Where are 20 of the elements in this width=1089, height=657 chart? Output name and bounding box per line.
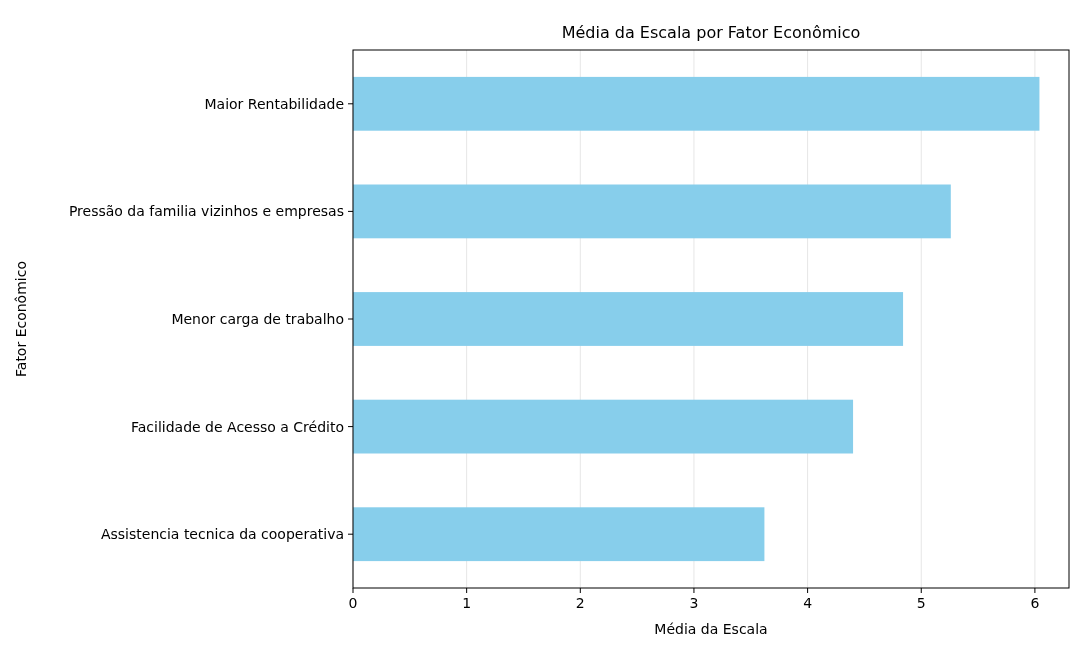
chart-title: Média da Escala por Fator Econômico [561,23,861,42]
x-tick-label: 6 [1030,595,1040,611]
x-tick-label: 4 [803,595,813,611]
y-axis-title: Fator Econômico [13,261,29,377]
y-tick-label: Menor carga de trabalho [171,310,344,327]
bar [353,184,951,239]
y-tick-label: Facilidade de Acesso a Crédito [130,418,344,435]
bar [353,507,765,562]
bar [353,292,904,346]
x-axis-title: Média da Escala [654,621,768,637]
y-tick-label: Pressão da familia vizinhos e empresas [68,203,344,220]
x-tick-label: 0 [348,595,358,611]
x-tick-label: 5 [916,595,926,611]
x-tick-label: 2 [575,595,585,611]
x-tick-label: 1 [462,595,472,611]
y-tick-label: Maior Rentabilidade [204,95,344,112]
bar [353,399,854,454]
bar [353,76,1040,131]
y-tick-label: Assistencia tecnica da cooperativa [100,526,344,543]
x-tick-label: 3 [689,595,699,611]
